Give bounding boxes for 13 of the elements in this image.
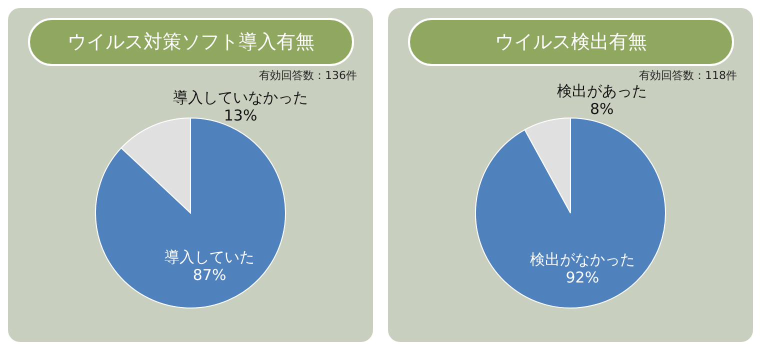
data-label: 8% — [590, 100, 614, 118]
chart-title: ウイルス検出有無 — [408, 18, 734, 66]
text: 有効回答数：118件 — [639, 68, 737, 83]
pie-slice — [475, 118, 666, 308]
chart-subtitle: 有効回答数：136件 — [259, 68, 357, 83]
data-label: 13% — [224, 106, 258, 124]
data-label: 87% — [192, 266, 226, 284]
chart-title: ウイルス対策ソフト導入有無 — [28, 18, 354, 66]
slice-label: 導入していた — [164, 248, 255, 266]
slice-label: 導入していなかった — [173, 88, 308, 106]
data-label: 92% — [566, 268, 600, 286]
slice-label: 検出がなかった — [530, 250, 635, 268]
slice-label: 検出があった — [556, 82, 647, 100]
